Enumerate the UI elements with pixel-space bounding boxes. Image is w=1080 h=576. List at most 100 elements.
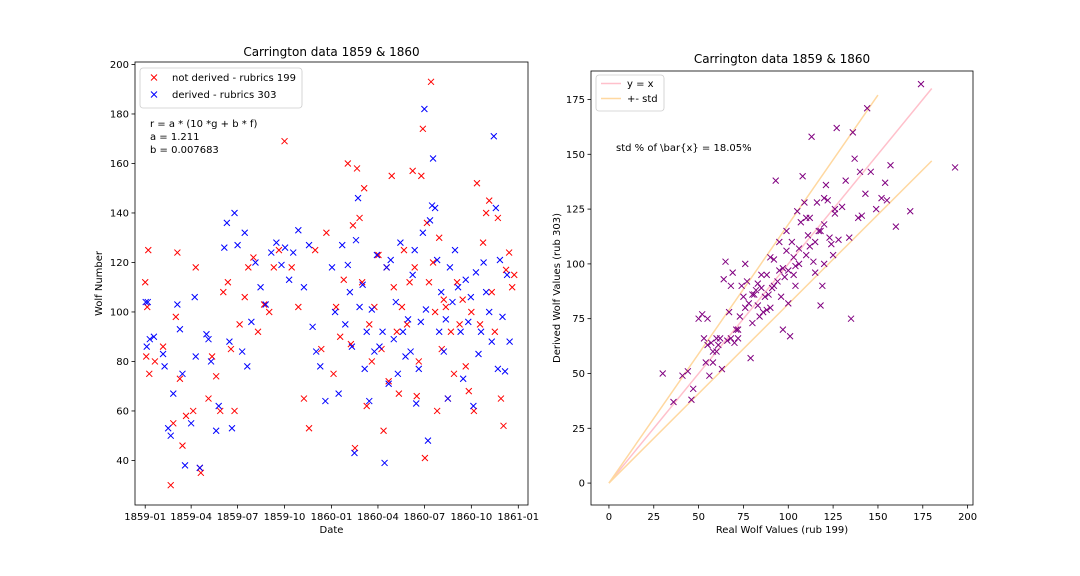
derived-point bbox=[415, 365, 423, 373]
comparison-point bbox=[831, 205, 839, 213]
comparison-point bbox=[808, 133, 815, 141]
not-derived-point bbox=[288, 264, 296, 271]
derived-point bbox=[368, 306, 376, 313]
comparison-point bbox=[801, 199, 808, 206]
comparison-point bbox=[827, 240, 835, 248]
comparison-point bbox=[917, 80, 925, 88]
derived-point bbox=[490, 132, 498, 140]
not-derived-point bbox=[388, 172, 396, 180]
left-data-points bbox=[141, 78, 518, 489]
derived-point bbox=[496, 256, 504, 264]
derived-point bbox=[338, 241, 346, 249]
comparison-point bbox=[847, 315, 855, 323]
derived-point bbox=[181, 462, 189, 469]
comparison-point bbox=[747, 354, 754, 362]
derived-point bbox=[220, 244, 228, 251]
not-derived-point bbox=[385, 377, 393, 385]
comparison-point bbox=[775, 238, 783, 246]
derived-point bbox=[238, 348, 246, 355]
derived-point bbox=[226, 338, 233, 346]
right-std-annotation: std % of \bar{x} = 18.05% bbox=[616, 143, 752, 154]
x-tick-label: 175 bbox=[913, 512, 932, 523]
not-derived-point bbox=[275, 246, 283, 254]
not-derived-point bbox=[265, 308, 273, 316]
derived-point bbox=[501, 368, 509, 375]
not-derived-point bbox=[482, 209, 490, 217]
not-derived-point bbox=[323, 229, 330, 237]
not-derived-point bbox=[179, 442, 186, 449]
comparison-point bbox=[818, 282, 826, 290]
legend-box bbox=[139, 67, 303, 109]
derived-point bbox=[169, 390, 177, 397]
derived-point bbox=[433, 256, 441, 264]
not-derived-point bbox=[224, 278, 232, 286]
comparison-point bbox=[842, 177, 850, 184]
not-derived-point bbox=[411, 264, 419, 271]
comparison-point bbox=[727, 335, 735, 342]
left-formula-annotation: r = a * (10 *g + b * f) a = 1.211 b = 0.00… bbox=[150, 119, 257, 156]
not-derived-point bbox=[358, 278, 366, 286]
derived-point bbox=[373, 251, 381, 259]
derived-point bbox=[223, 219, 231, 227]
derived-point bbox=[305, 241, 313, 249]
derived-point bbox=[475, 350, 482, 358]
derived-point bbox=[383, 264, 390, 271]
derived-point bbox=[262, 301, 270, 308]
x-tick-label: 1861-01 bbox=[497, 512, 539, 523]
comparison-point bbox=[878, 194, 885, 202]
not-derived-point bbox=[433, 407, 441, 415]
x-tick-label: 1860-10 bbox=[450, 512, 492, 523]
comparison-point bbox=[670, 398, 677, 406]
derived-point bbox=[243, 363, 251, 370]
derived-point bbox=[485, 308, 493, 316]
left-x-axis-label: Date bbox=[320, 525, 344, 536]
comparison-point bbox=[704, 341, 711, 349]
not-derived-point bbox=[244, 264, 252, 271]
comparison-point bbox=[779, 326, 787, 333]
legend-entry: not derived - rubrics 199 bbox=[172, 73, 296, 84]
derived-point bbox=[234, 241, 241, 249]
not-derived-point bbox=[176, 375, 184, 383]
derived-point bbox=[273, 239, 280, 247]
derived-point bbox=[506, 338, 513, 346]
not-derived-point bbox=[415, 358, 423, 365]
derived-point bbox=[344, 261, 352, 269]
not-derived-point bbox=[427, 78, 435, 86]
not-derived-point bbox=[465, 387, 473, 395]
comparison-point bbox=[704, 315, 711, 323]
derived-point bbox=[164, 424, 172, 432]
derived-point bbox=[215, 402, 223, 410]
legend-entry: derived - rubrics 303 bbox=[172, 90, 276, 101]
not-derived-point bbox=[467, 308, 475, 316]
derived-point bbox=[356, 303, 363, 311]
derived-point bbox=[159, 350, 167, 358]
comparison-point bbox=[815, 227, 823, 235]
y-tick-label: 125 bbox=[566, 205, 585, 216]
comparison-point bbox=[887, 161, 894, 169]
right-legend: y = x +- std bbox=[595, 74, 665, 112]
not-derived-point bbox=[356, 214, 363, 222]
not-derived-point bbox=[260, 301, 268, 308]
comparison-point bbox=[833, 124, 841, 132]
comparison-point bbox=[763, 306, 771, 314]
right-y-axis-label: Derived Wolf Values (rub 303) bbox=[552, 213, 563, 363]
derived-point bbox=[472, 269, 480, 276]
not-derived-point bbox=[142, 353, 150, 360]
comparison-point bbox=[689, 385, 697, 393]
derived-point bbox=[142, 298, 150, 306]
not-derived-point bbox=[340, 276, 348, 284]
not-derived-point bbox=[363, 402, 371, 410]
not-derived-point bbox=[435, 234, 443, 242]
derived-point bbox=[341, 320, 349, 328]
not-derived-point bbox=[360, 184, 368, 192]
not-derived-point bbox=[145, 370, 153, 378]
comparison-point bbox=[765, 291, 772, 298]
derived-point bbox=[376, 343, 383, 350]
comparison-point bbox=[867, 168, 875, 176]
derived-point bbox=[480, 259, 487, 266]
derived-point bbox=[294, 226, 302, 234]
comparison-point bbox=[761, 293, 769, 301]
comparison-point bbox=[759, 308, 767, 316]
x-tick-label: 100 bbox=[779, 512, 798, 523]
